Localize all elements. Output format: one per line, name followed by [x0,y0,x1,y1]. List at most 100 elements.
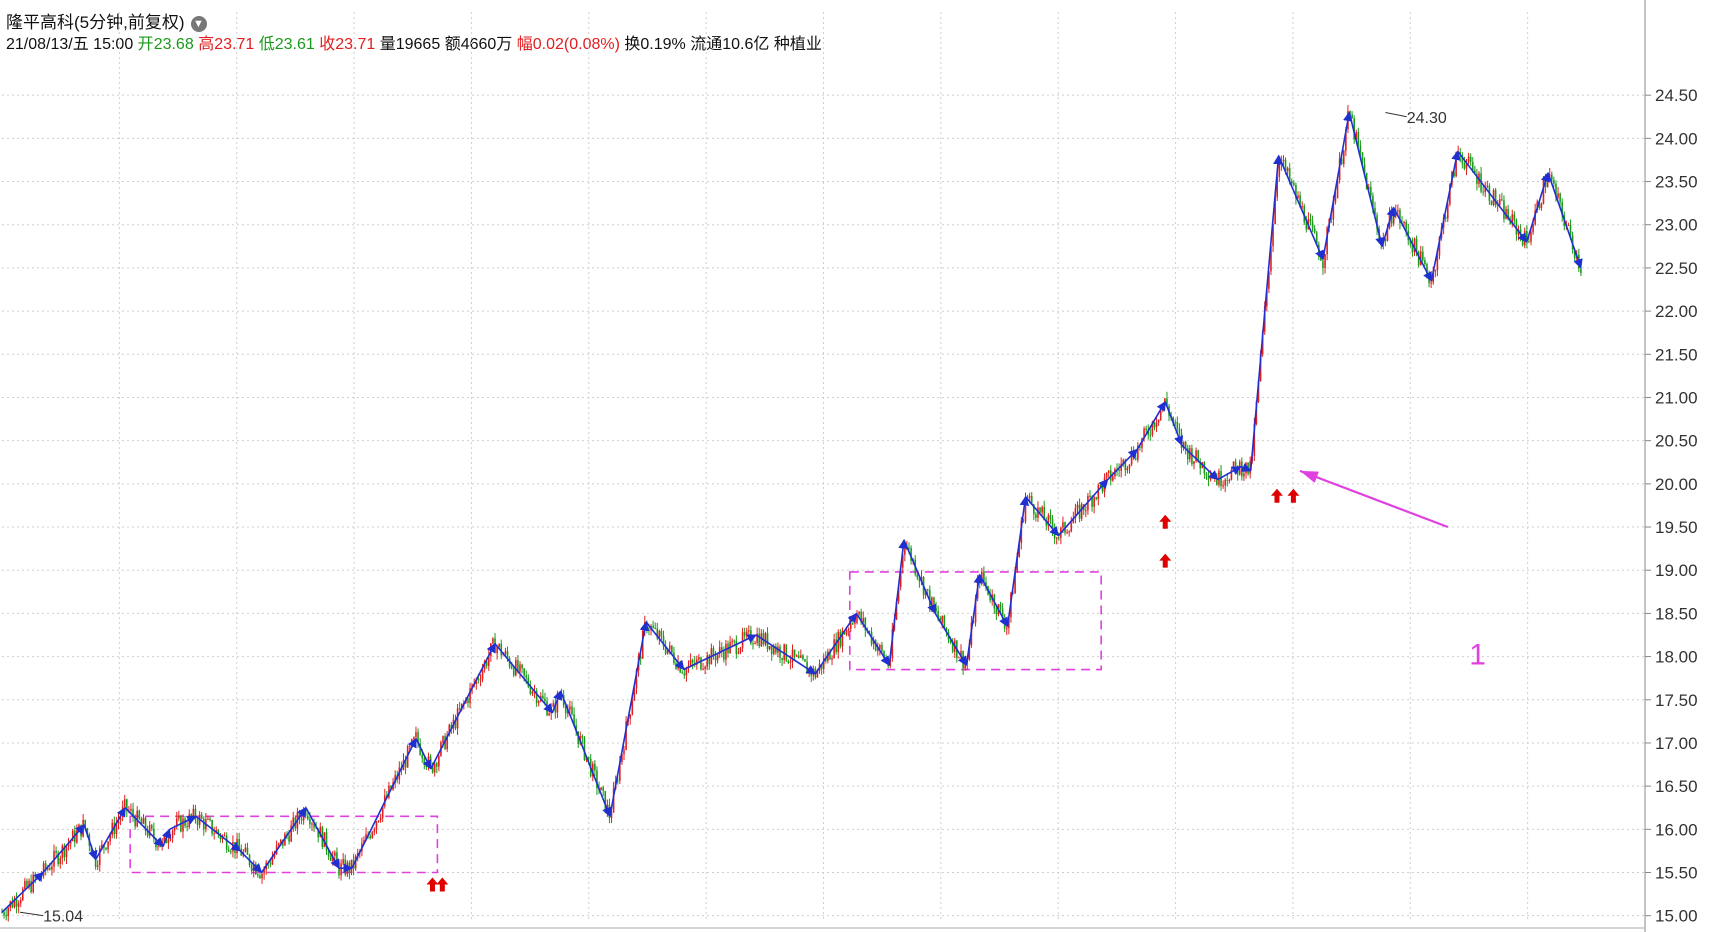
candle-body [1226,479,1229,481]
candle-body [1045,520,1048,526]
candle-body [1128,464,1131,469]
candle-body [1091,497,1093,507]
candle-body [531,691,534,694]
candle-body [933,597,935,608]
candle-body [517,660,519,672]
candle-body [1284,159,1287,172]
candle-body [985,581,987,586]
candle-body [292,817,295,826]
zigzag-segment [903,539,937,615]
candle-body [529,686,532,694]
candle-body [916,574,919,578]
candle-body [1197,450,1199,462]
low-price-label: 15.04 [43,909,83,926]
candle-body [856,614,858,623]
zigzag-segment [1277,155,1324,261]
candle-body [841,630,844,647]
candle-body [1033,504,1035,515]
candle-body [1498,199,1501,205]
candle-body [525,675,528,678]
candle-body [660,631,663,637]
candle-body [325,832,328,851]
candle-body [32,874,35,893]
candle-body [904,549,906,555]
candle-body [1147,430,1150,435]
candle-body [1241,461,1243,477]
candle-body [458,708,461,710]
candle-body [323,832,326,848]
candle-body [1216,477,1218,485]
candle-body [61,845,64,859]
candle-body [279,839,282,844]
candle-body [1313,228,1316,233]
candle-body [1234,461,1237,466]
candle-body [1182,441,1185,448]
candle-body [737,652,740,654]
candle-body [1390,212,1393,224]
candle-body [745,631,748,636]
candle-body [483,661,486,670]
zigzag-segment [1547,172,1583,269]
candle-body [84,819,87,829]
candle-body [80,824,82,837]
candle-body [839,631,842,647]
y-tick-label: 17.00 [1655,734,1698,753]
candle-body [1357,132,1360,146]
candle-body [535,691,538,704]
candle-body [668,645,671,650]
zigzag-segment [1181,444,1219,481]
candle-body [1567,224,1570,226]
zigzag-segment [260,806,307,873]
candle-body [1030,496,1033,505]
candle-body [770,645,773,654]
candle-body [194,808,197,820]
candle-body [284,834,286,846]
candle-body [723,651,725,660]
candle-body [1557,193,1559,198]
candle-body [300,818,303,821]
candle-body [211,820,213,834]
candle-body [860,611,862,623]
candle-body [59,858,62,865]
candle-body [98,847,101,866]
y-tick-label: 18.50 [1655,604,1698,623]
candle-body [90,845,93,854]
candle-body [1430,282,1432,284]
candle-body [86,828,89,835]
industry-value: 种植业 [773,36,822,53]
candle-body [304,809,307,816]
candle-body [718,647,721,654]
candle-body [327,850,330,857]
candle-body [1315,232,1318,245]
candle-body [65,846,68,858]
candle-body [610,812,613,819]
candle-body [57,852,59,865]
candle-body [1376,215,1378,229]
candle-body [537,701,540,704]
candle-body [107,841,109,850]
candle-body [175,818,178,827]
chevron-down-icon[interactable]: ▼ [190,15,207,32]
low-value: 23.61 [274,36,315,53]
candle-body [1384,239,1387,241]
candle-body [581,736,584,738]
candle-body [1507,208,1509,220]
candle-body [1057,537,1060,539]
candle-body [633,688,636,701]
candle-body [600,787,602,791]
candle-body [995,608,998,615]
candle-body [1124,459,1127,471]
candle-body [3,912,5,916]
zigzag-segment [1249,154,1283,471]
candle-body [1345,129,1347,151]
candle-body [897,586,900,602]
zigzag-segment [1322,111,1353,260]
candle-body [442,736,444,742]
candle-body [1286,168,1289,172]
candle-body [706,655,709,667]
zigzag-segment [1217,465,1242,481]
candle-body [40,875,43,877]
candle-body [250,865,253,871]
candle-body [837,631,840,653]
